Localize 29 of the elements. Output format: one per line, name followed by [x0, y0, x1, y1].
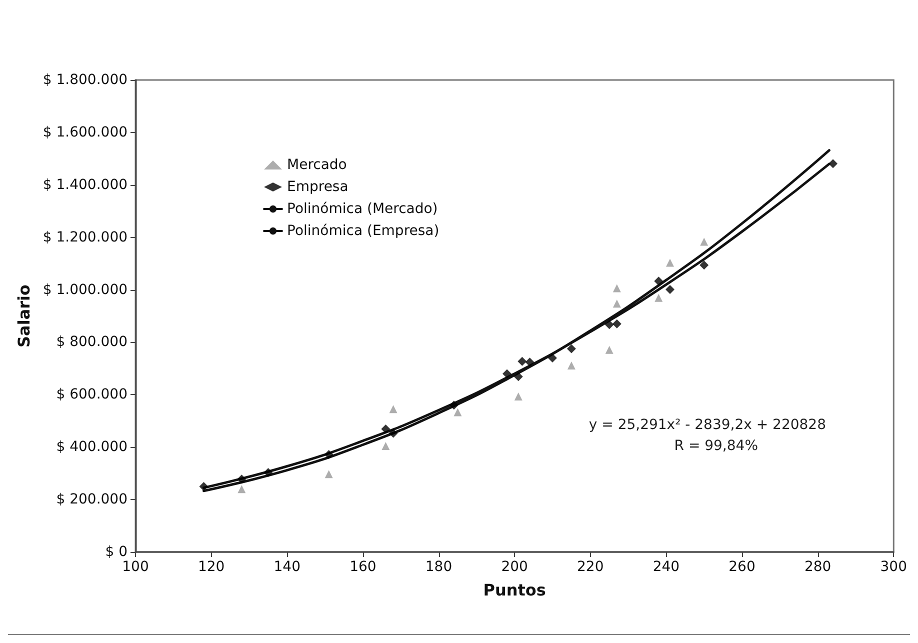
y-tick-label: $ 600.000	[56, 386, 128, 403]
annotation: y = 25,291x² - 2839,2x + 220828	[588, 417, 826, 433]
legend-label: Polinómica (Mercado)	[287, 201, 438, 217]
x-tick-label: 120	[198, 559, 225, 575]
x-tick-label: 280	[804, 559, 832, 575]
y-tick-label: $ 1.800.000	[42, 72, 128, 88]
y-tick-label: $ 1.000.000	[42, 282, 128, 298]
y-tick-label: $ 400.000	[56, 439, 128, 456]
legend-label: Empresa	[287, 179, 348, 195]
x-axis-title: Puntos	[483, 580, 546, 600]
x-tick-label: 140	[274, 559, 300, 575]
y-tick-label: $ 200.000	[56, 492, 128, 508]
annotation: R = 99,84%	[674, 438, 758, 454]
x-tick-label: 240	[652, 559, 680, 575]
y-tick-label: $ 1.200.000	[42, 229, 128, 246]
x-tick-label: 200	[501, 559, 528, 575]
x-tick-label: 100	[122, 559, 149, 575]
x-tick-label: 220	[577, 559, 604, 575]
y-tick-label: $ 800.000	[56, 334, 128, 350]
x-tick-label: 160	[350, 559, 376, 575]
y-tick-label: $ 1.600.000	[42, 124, 128, 140]
x-tick-label: 300	[880, 559, 908, 575]
legend-label: Polinómica (Empresa)	[287, 223, 440, 239]
x-tick-label: 260	[728, 559, 756, 575]
legend-label: Mercado	[287, 157, 347, 173]
y-axis-title: Salario	[14, 284, 34, 348]
x-tick-label: 180	[425, 559, 452, 575]
y-tick-label: $ 0	[105, 544, 128, 560]
y-tick-label: $ 1.400.000	[42, 176, 128, 193]
